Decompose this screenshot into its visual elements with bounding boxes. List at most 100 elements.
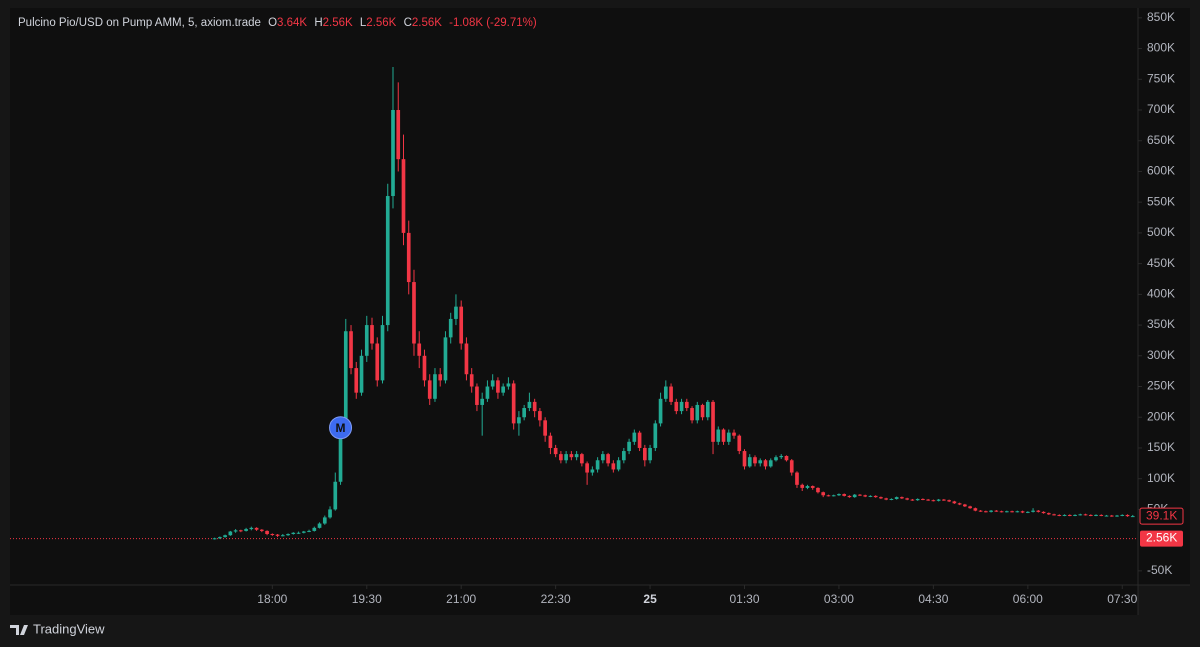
candle-body (1020, 511, 1025, 513)
y-tick-label: 300K (1147, 348, 1175, 362)
candle-body (905, 498, 909, 500)
candle-body (732, 432, 736, 436)
candle-body (684, 401, 689, 409)
candle-body (800, 484, 805, 488)
candle-body (1130, 516, 1135, 518)
candle-body (999, 511, 1004, 513)
candle-body (259, 529, 264, 531)
chart-title: Pulcino Pio/USD on Pump AMM, 5, axiom.tr… (18, 17, 261, 29)
candle-body (926, 499, 930, 501)
candle-body (831, 495, 836, 497)
candle-body (574, 454, 579, 458)
candle-body (380, 325, 385, 381)
candle-body (726, 432, 731, 442)
candle-body (1031, 510, 1035, 512)
y-tick-label: 850K (1147, 10, 1175, 24)
candle-body (417, 343, 422, 356)
candle-body (548, 435, 553, 448)
candle-body (427, 380, 432, 399)
candle-body (632, 432, 637, 442)
candle-body (784, 455, 789, 461)
candle-body (1062, 514, 1067, 516)
candle-body (517, 417, 521, 424)
price-line-label: 2.56K (1146, 531, 1177, 545)
price-axis-area (1138, 8, 1190, 585)
candle-body (758, 460, 763, 464)
last-value-box (1139, 507, 1184, 525)
candle-body (532, 401, 537, 412)
candle-body (286, 533, 290, 536)
candle-body (1046, 513, 1051, 515)
candle-body (354, 368, 359, 393)
candle-body (900, 497, 904, 499)
candle-body (375, 343, 380, 381)
y-tick-label: 150K (1147, 440, 1175, 454)
time-axis-area (10, 585, 1138, 615)
candle-body (522, 408, 526, 418)
legend-value: 2.56K (366, 17, 396, 29)
candle-body (721, 429, 726, 442)
legend-value: 3.64K (277, 17, 307, 29)
candle-body (385, 196, 390, 326)
candle-body (396, 110, 401, 160)
candle-body (280, 535, 285, 537)
candle-body (480, 398, 485, 405)
x-tick-label: 01:30 (729, 592, 759, 606)
candle-body (994, 510, 999, 512)
candle-body (879, 497, 883, 499)
candle-body (464, 343, 469, 375)
candle-body (1094, 514, 1098, 516)
candle-body (921, 498, 925, 500)
candle-body (448, 318, 453, 338)
candle-body (1067, 514, 1072, 516)
candle-body (700, 404, 705, 418)
candle-body (312, 527, 317, 531)
candle-body (852, 494, 857, 498)
candle-body (947, 500, 951, 502)
candle-body (1104, 515, 1109, 517)
candle-body (244, 529, 248, 531)
candle-body (973, 508, 978, 511)
candle-body (810, 486, 815, 488)
candle-body (768, 460, 773, 467)
legend-label: O (268, 17, 277, 29)
candle-body (1120, 514, 1125, 516)
candle-body (506, 383, 511, 387)
legend-value: 2.56K (323, 17, 353, 29)
candle-body (406, 232, 411, 283)
price-line-box (1140, 530, 1183, 547)
candle-body (737, 435, 742, 452)
candle-body (364, 325, 369, 356)
candle-body (527, 401, 532, 409)
candle-body (884, 498, 889, 500)
candle-body (301, 531, 306, 533)
candle-body (559, 454, 563, 461)
candle-body (653, 423, 658, 448)
candle-body (569, 454, 574, 458)
legend: Pulcino Pio/USD on Pump AMM, 5, axiom.tr… (18, 17, 537, 29)
event-marker-label: M (336, 421, 346, 435)
candle-body (1115, 515, 1119, 517)
candle-body (228, 531, 233, 536)
candle-body (1088, 514, 1093, 516)
candle-body (322, 517, 327, 524)
candle-body (658, 398, 663, 424)
x-tick-label: 19:30 (352, 592, 382, 606)
candle-body (249, 527, 254, 530)
candle-body (611, 463, 616, 470)
candle-body (496, 380, 500, 393)
candle-body (349, 331, 353, 369)
candle-body (391, 110, 395, 197)
candle-body (695, 404, 700, 421)
candle-body (711, 401, 715, 442)
candle-body (543, 420, 547, 436)
candle-body (454, 306, 458, 319)
candle-body (328, 509, 332, 518)
y-tick-label: 650K (1147, 133, 1175, 147)
candle-body (763, 460, 768, 467)
x-tick-label: 06:00 (1013, 592, 1043, 606)
candle-body (690, 408, 694, 421)
candle-body (789, 460, 794, 473)
candle-body (433, 374, 437, 399)
